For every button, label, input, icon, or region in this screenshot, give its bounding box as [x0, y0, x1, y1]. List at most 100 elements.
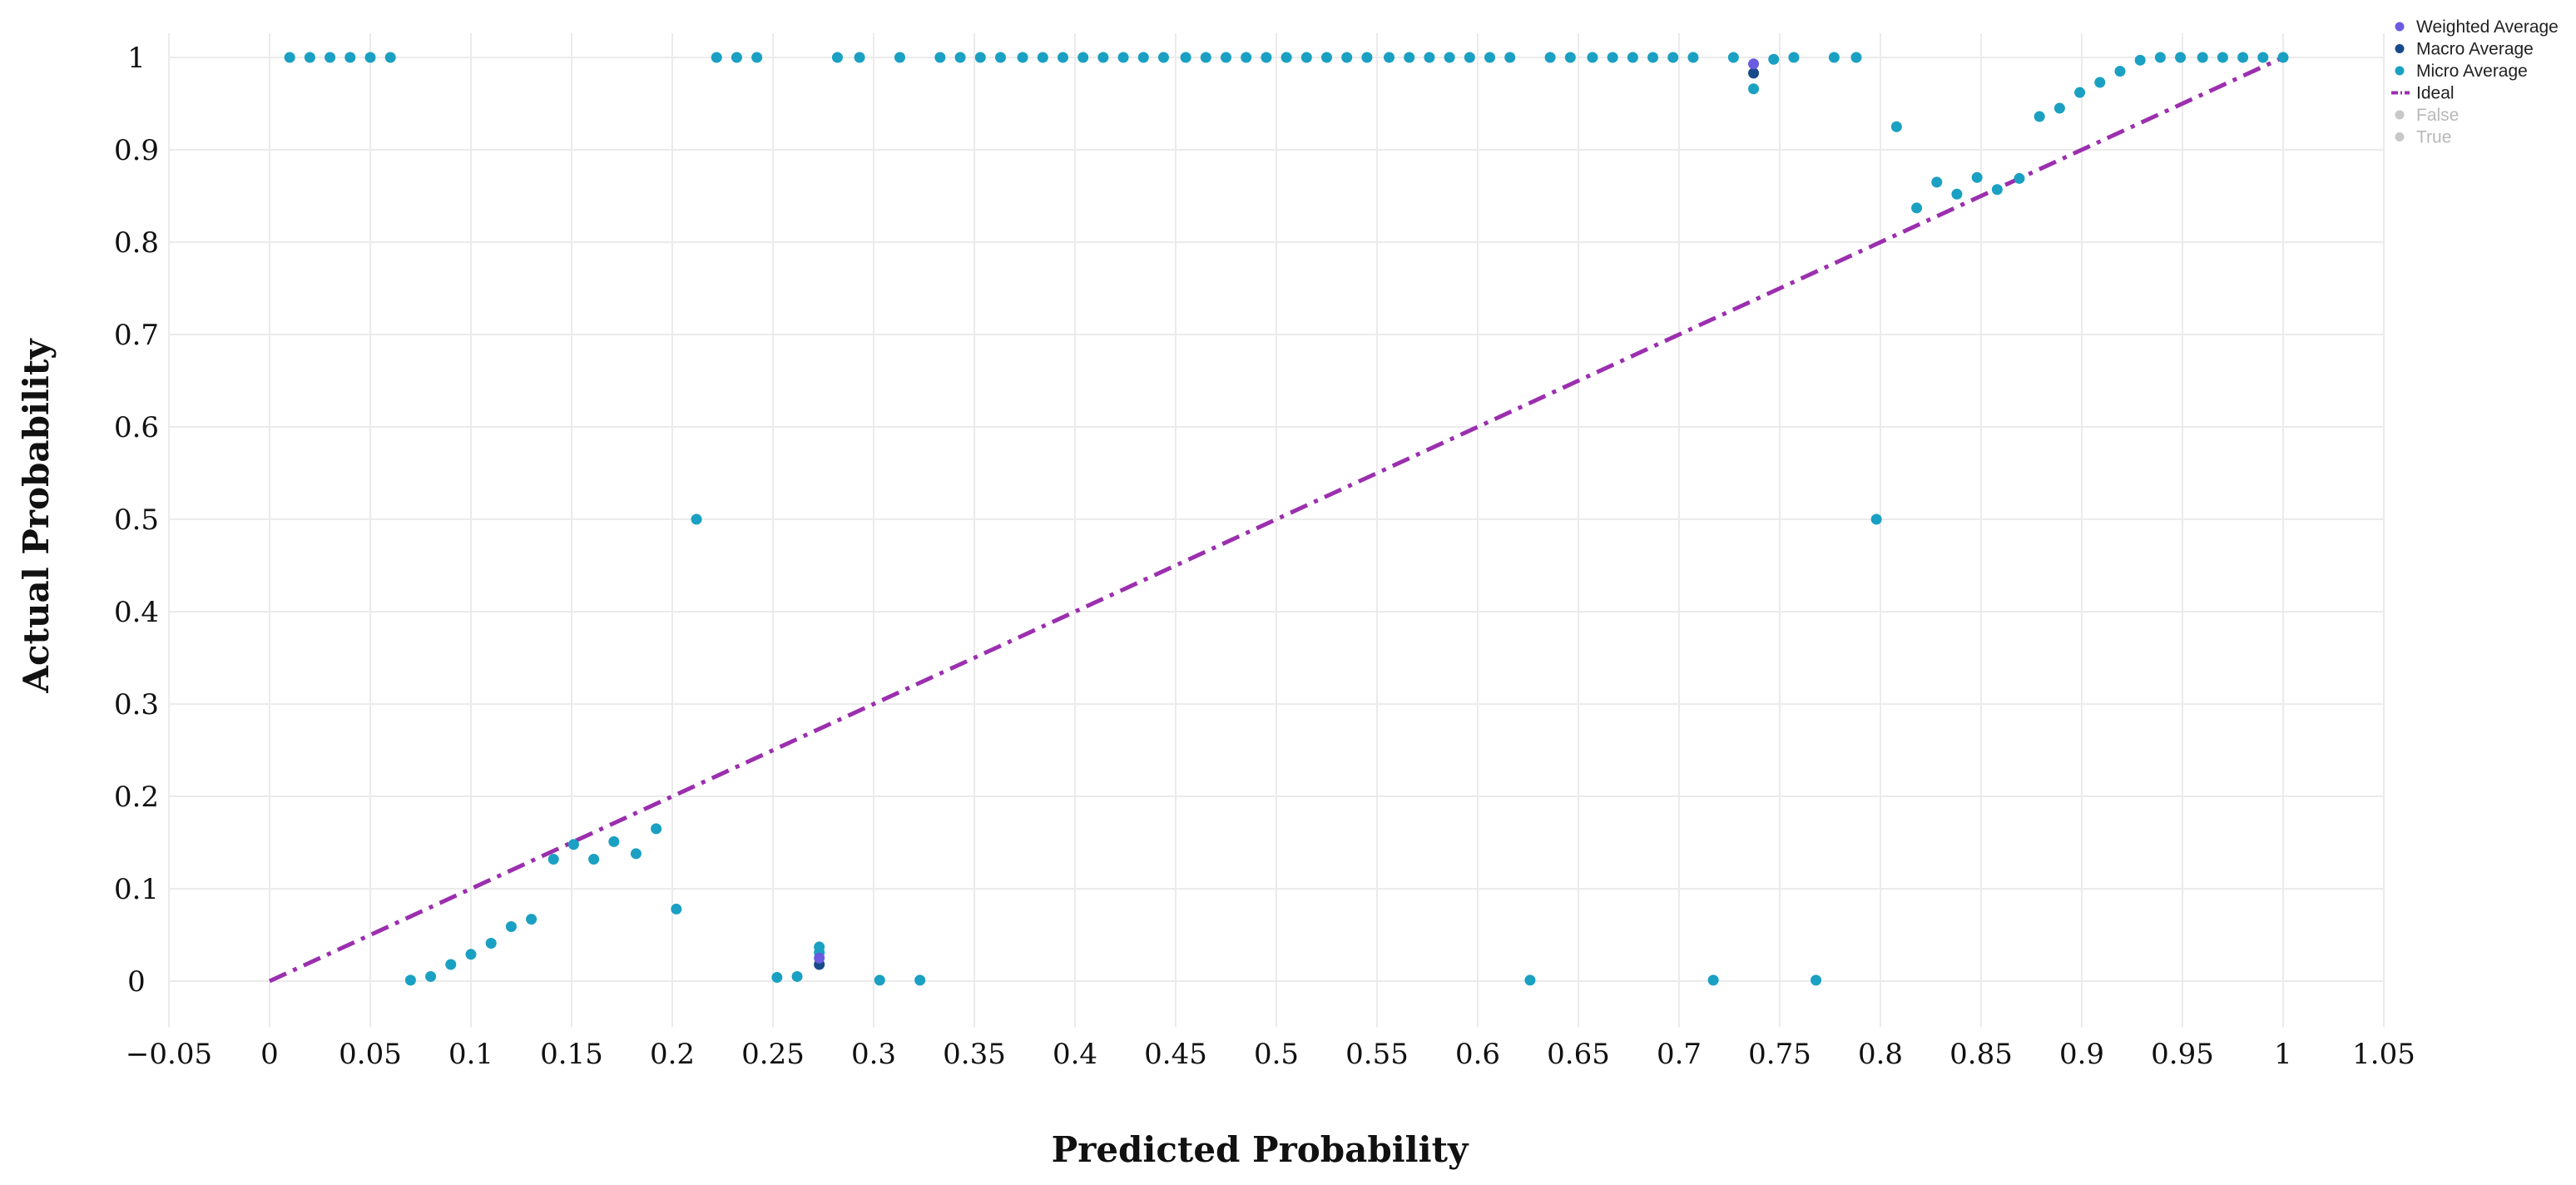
micro-average-point [771, 972, 783, 984]
micro-average-point [2094, 77, 2106, 88]
x-tick-label: 0.95 [2151, 1038, 2214, 1071]
micro-average-point [1607, 52, 1618, 63]
micro-average-point [1870, 513, 1882, 525]
micro-average-point [304, 52, 315, 63]
legend-item-ideal[interactable]: Ideal [2391, 84, 2455, 103]
grid-layer [168, 33, 2385, 1028]
micro-average-point [404, 974, 416, 986]
micro-average-point [2197, 52, 2208, 63]
x-tick-label: 0.4 [1053, 1038, 1097, 1071]
micro-average-point [2134, 54, 2146, 66]
micro-average-point [567, 839, 579, 850]
micro-average-point [1077, 52, 1089, 63]
micro-average-point [2277, 52, 2289, 63]
legend-label: Macro Average [2416, 40, 2534, 59]
micro-average-point [588, 853, 600, 865]
y-tick-label: 0.9 [114, 134, 159, 167]
micro-average-point [974, 52, 986, 63]
micro-average-point [630, 848, 642, 860]
x-tick-label: 0.25 [741, 1038, 805, 1071]
micro-average-point [2154, 52, 2166, 63]
micro-average-point [1788, 52, 1800, 63]
micro-average-point [1931, 176, 1943, 188]
legend-label: False [2416, 106, 2459, 125]
micro-average-point [1017, 52, 1028, 63]
x-tick-label: 0.2 [650, 1038, 695, 1071]
micro-average-point [711, 52, 722, 63]
micro-average-point [1748, 83, 1760, 95]
x-tick-label: 0.35 [943, 1038, 1006, 1071]
micro-average-point [831, 52, 843, 63]
y-tick-label: 0.1 [114, 873, 159, 906]
micro-average-point [1687, 52, 1699, 63]
weighted-average-point [814, 952, 825, 964]
micro-average-point [1221, 52, 1231, 63]
legend-item-false[interactable]: False [2395, 106, 2460, 125]
x-tick-label: 0.5 [1254, 1038, 1299, 1071]
micro-average-point [2257, 52, 2269, 63]
x-tick-label: 0.55 [1345, 1038, 1409, 1071]
micro-average-point [2014, 172, 2025, 184]
micro-average-point [1300, 52, 1312, 63]
micro-average-point [364, 52, 376, 63]
micro-average-point [934, 52, 946, 63]
micro-average-point [2034, 111, 2045, 122]
micro-average-point [731, 52, 742, 63]
x-axis-title: Predicted Probability [1052, 1129, 1469, 1170]
micro-average-point [465, 949, 477, 960]
micro-average-point [445, 959, 457, 970]
legend-label: Micro Average [2416, 62, 2528, 81]
y-tick-label: 0.8 [114, 226, 159, 260]
x-tick-label: 0 [260, 1038, 279, 1071]
legend-dot-swatch [2395, 132, 2405, 141]
micro-average-point [751, 52, 763, 63]
micro-average-point [526, 914, 537, 925]
micro-average-point [1768, 53, 1780, 65]
micro-average-point [384, 52, 396, 63]
legend-dot-swatch [2395, 110, 2405, 120]
macro-average-point [1748, 67, 1760, 79]
y-tick-label: 0.7 [114, 319, 159, 352]
micro-average-point [1464, 52, 1475, 63]
legend-item-true[interactable]: True [2395, 128, 2452, 147]
legend-item-micro-average[interactable]: Micro Average [2395, 62, 2528, 81]
weighted-average-point [1748, 58, 1760, 70]
x-tick-label: 0.05 [339, 1038, 402, 1071]
micro-average-point [1564, 52, 1576, 63]
micro-average-point [485, 937, 497, 949]
x-tick-label: 0.45 [1144, 1038, 1207, 1071]
micro-average-point [1828, 52, 1840, 63]
micro-average-point [1444, 52, 1455, 63]
micro-average-point [1361, 52, 1373, 63]
micro-average-point [1504, 52, 1516, 63]
legend-item-weighted-average[interactable]: Weighted Average [2395, 17, 2559, 37]
micro-average-point [1991, 184, 2003, 196]
micro-average-point [2114, 66, 2126, 77]
legend-dot-swatch [2395, 22, 2405, 32]
micro-average-point [2237, 52, 2249, 63]
x-tick-label: −0.05 [126, 1038, 212, 1071]
x-tick-label: 1 [2274, 1038, 2292, 1071]
micro-average-point [425, 970, 437, 982]
micro-average-point [344, 52, 356, 63]
y-tick-label: 1 [127, 42, 146, 75]
micro-average-point [1484, 52, 1496, 63]
micro-average-point [1117, 52, 1129, 63]
micro-average-point [1544, 52, 1556, 63]
y-tick-label: 0.4 [114, 596, 159, 629]
micro-average-point [1097, 52, 1109, 63]
micro-average-point [671, 903, 682, 915]
micro-average-point [1850, 52, 1862, 63]
legend-label: Ideal [2416, 84, 2455, 103]
micro-average-point [2074, 87, 2086, 98]
micro-average-point [1404, 52, 1415, 63]
legend-dot-swatch [2395, 66, 2405, 76]
micro-average-point [1811, 974, 1822, 986]
micro-average-point [324, 52, 336, 63]
scatter-points [284, 52, 2289, 986]
micro-average-point [1137, 52, 1149, 63]
micro-average-point [547, 853, 559, 865]
legend-item-macro-average[interactable]: Macro Average [2395, 40, 2534, 59]
micro-average-point [1341, 52, 1353, 63]
